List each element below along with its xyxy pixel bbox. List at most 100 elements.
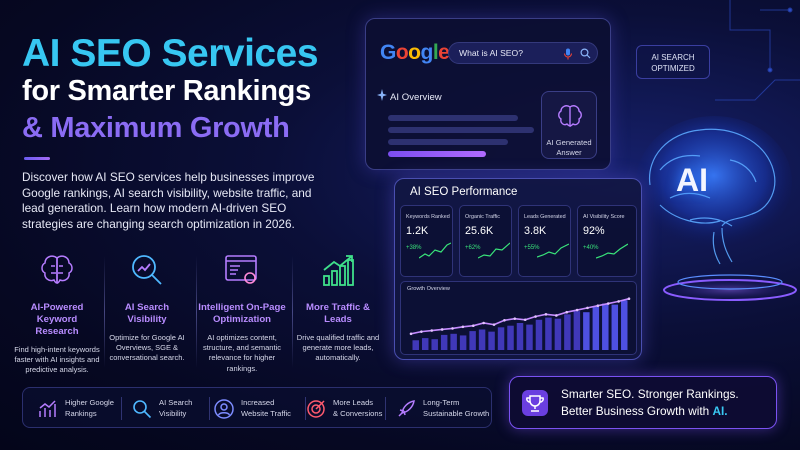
growth-bar <box>583 312 590 350</box>
growth-bar <box>421 338 429 350</box>
growth-bar <box>488 331 495 350</box>
growth-overview-label: Growth Overview <box>407 286 450 292</box>
feature-traffic-leads: More Traffic & Leads Drive qualified tra… <box>292 248 384 364</box>
growth-point <box>627 297 631 300</box>
growth-bar <box>602 303 609 350</box>
metric-value: 92% <box>583 225 605 237</box>
sparkle-icon <box>377 89 387 101</box>
feature-title: More Traffic & Leads <box>306 302 370 325</box>
metric-change: +62% <box>465 245 481 251</box>
growth-point <box>430 329 434 332</box>
intro-description: Discover how AI SEO services help busine… <box>22 170 315 231</box>
feature-desc: Find high-intent keywords faster with AI… <box>14 345 100 375</box>
cta-line-2-text: Better Business Growth with <box>561 404 713 418</box>
growth-bar <box>450 333 457 350</box>
ai-brain-label: AI <box>676 162 708 198</box>
ai-generated-answer-box: AI Generated Answer <box>541 91 597 159</box>
circuit-lines <box>715 0 800 101</box>
growth-bar <box>516 323 524 350</box>
brain-chip-icon <box>41 255 73 284</box>
feature-search-visibility: AI Search Visibility Optimize for Google… <box>104 248 190 364</box>
growth-bar <box>469 331 476 350</box>
metric-change: +38% <box>406 245 422 251</box>
text-placeholder-line <box>388 127 534 133</box>
webpage-gear-icon <box>225 255 257 284</box>
benefit-line: Visibility <box>159 408 187 418</box>
benefit-divider <box>305 397 306 420</box>
trophy-icon <box>522 390 548 416</box>
feature-separator <box>292 256 293 368</box>
growth-point <box>617 300 620 303</box>
metric-value: 25.6K <box>465 225 494 237</box>
text-highlight-line <box>388 151 486 157</box>
search-query: What is AI SEO? <box>459 48 523 58</box>
headline-line-2: for Smarter Rankings <box>22 75 311 107</box>
ai-brain-graphic <box>636 116 797 301</box>
benefit-search-visibility: AI Search Visibility <box>131 388 192 429</box>
growth-bar <box>592 306 600 350</box>
search-icon[interactable] <box>580 48 591 59</box>
growth-point <box>409 332 413 336</box>
sparkline <box>419 242 451 259</box>
growth-chart-plot <box>409 297 631 350</box>
performance-title: AI SEO Performance <box>410 186 518 198</box>
benefit-growth: Long-Term Sustainable Growth <box>395 388 489 429</box>
growth-bar <box>431 339 438 350</box>
growth-point <box>492 323 496 326</box>
feature-title: Intelligent On-Page Optimization <box>198 302 286 325</box>
metric-card-visibility: AI Visibility Score 92% +40% <box>577 205 637 277</box>
growth-bar <box>611 304 619 350</box>
ai-overview-label: AI Overview <box>390 92 442 103</box>
metric-card-keywords: Keywords Ranked 1.2K +38% <box>400 205 453 277</box>
growth-bar <box>507 325 514 350</box>
rising-chart-icon <box>39 399 56 417</box>
metric-value: 1.2K <box>406 225 429 237</box>
text-placeholder-line <box>388 115 518 121</box>
benefit-line: More Leads <box>333 398 374 407</box>
sparkline <box>537 243 569 258</box>
metric-change: +40% <box>583 245 599 251</box>
text-placeholder-line <box>388 139 508 145</box>
growth-point <box>544 313 548 316</box>
people-icon <box>214 398 234 419</box>
bar-growth-icon <box>323 255 354 286</box>
badge-line: OPTIMIZED <box>651 64 695 73</box>
headline-line-3: & Maximum Growth <box>22 112 290 144</box>
growth-point <box>461 325 465 329</box>
benefit-rankings: Higher Google Rankings <box>37 388 114 429</box>
benefit-leads: More Leads & Conversions <box>305 388 382 429</box>
cta-line-1: Smarter SEO. Stronger Rankings. <box>561 387 739 401</box>
metric-card-traffic: Organic Traffic 25.6K +62% <box>459 205 512 277</box>
growth-overview-chart: Growth Overview <box>400 281 637 355</box>
growth-point <box>596 304 600 308</box>
brain-icon <box>558 105 582 127</box>
feature-keyword-research: AI-Powered Keyword Research Find high-in… <box>14 248 100 376</box>
growth-bar <box>478 329 486 350</box>
ai-search-optimized-badge: AI SEARCH OPTIMIZED <box>636 45 710 79</box>
growth-point <box>586 306 589 310</box>
growth-bar <box>440 334 448 350</box>
growth-point <box>555 314 558 317</box>
feature-separator <box>104 256 105 368</box>
benefit-divider <box>209 397 210 420</box>
magnifier-chart-icon <box>132 255 162 285</box>
search-input[interactable]: What is AI SEO? <box>448 42 598 64</box>
cta-highlight: AI. <box>712 404 728 418</box>
benefit-line: Website Traffic <box>241 408 291 418</box>
sparkline <box>478 242 510 259</box>
growth-bar <box>554 318 562 350</box>
growth-trend-line <box>410 297 630 335</box>
benefit-traffic: Increased Website Traffic <box>213 388 291 429</box>
growth-bar <box>564 314 571 350</box>
growth-point <box>482 321 485 325</box>
feature-title: AI-Powered Keyword Research <box>30 302 84 337</box>
growth-bar <box>412 340 419 350</box>
microphone-icon[interactable] <box>563 48 573 60</box>
headline-line-1: AI SEO Services <box>22 32 319 75</box>
metric-change: +55% <box>524 245 540 251</box>
growth-bar <box>621 300 628 350</box>
growth-bar <box>497 327 505 350</box>
growth-bar <box>573 311 581 350</box>
feature-separator <box>196 256 197 368</box>
growth-point <box>420 330 423 333</box>
